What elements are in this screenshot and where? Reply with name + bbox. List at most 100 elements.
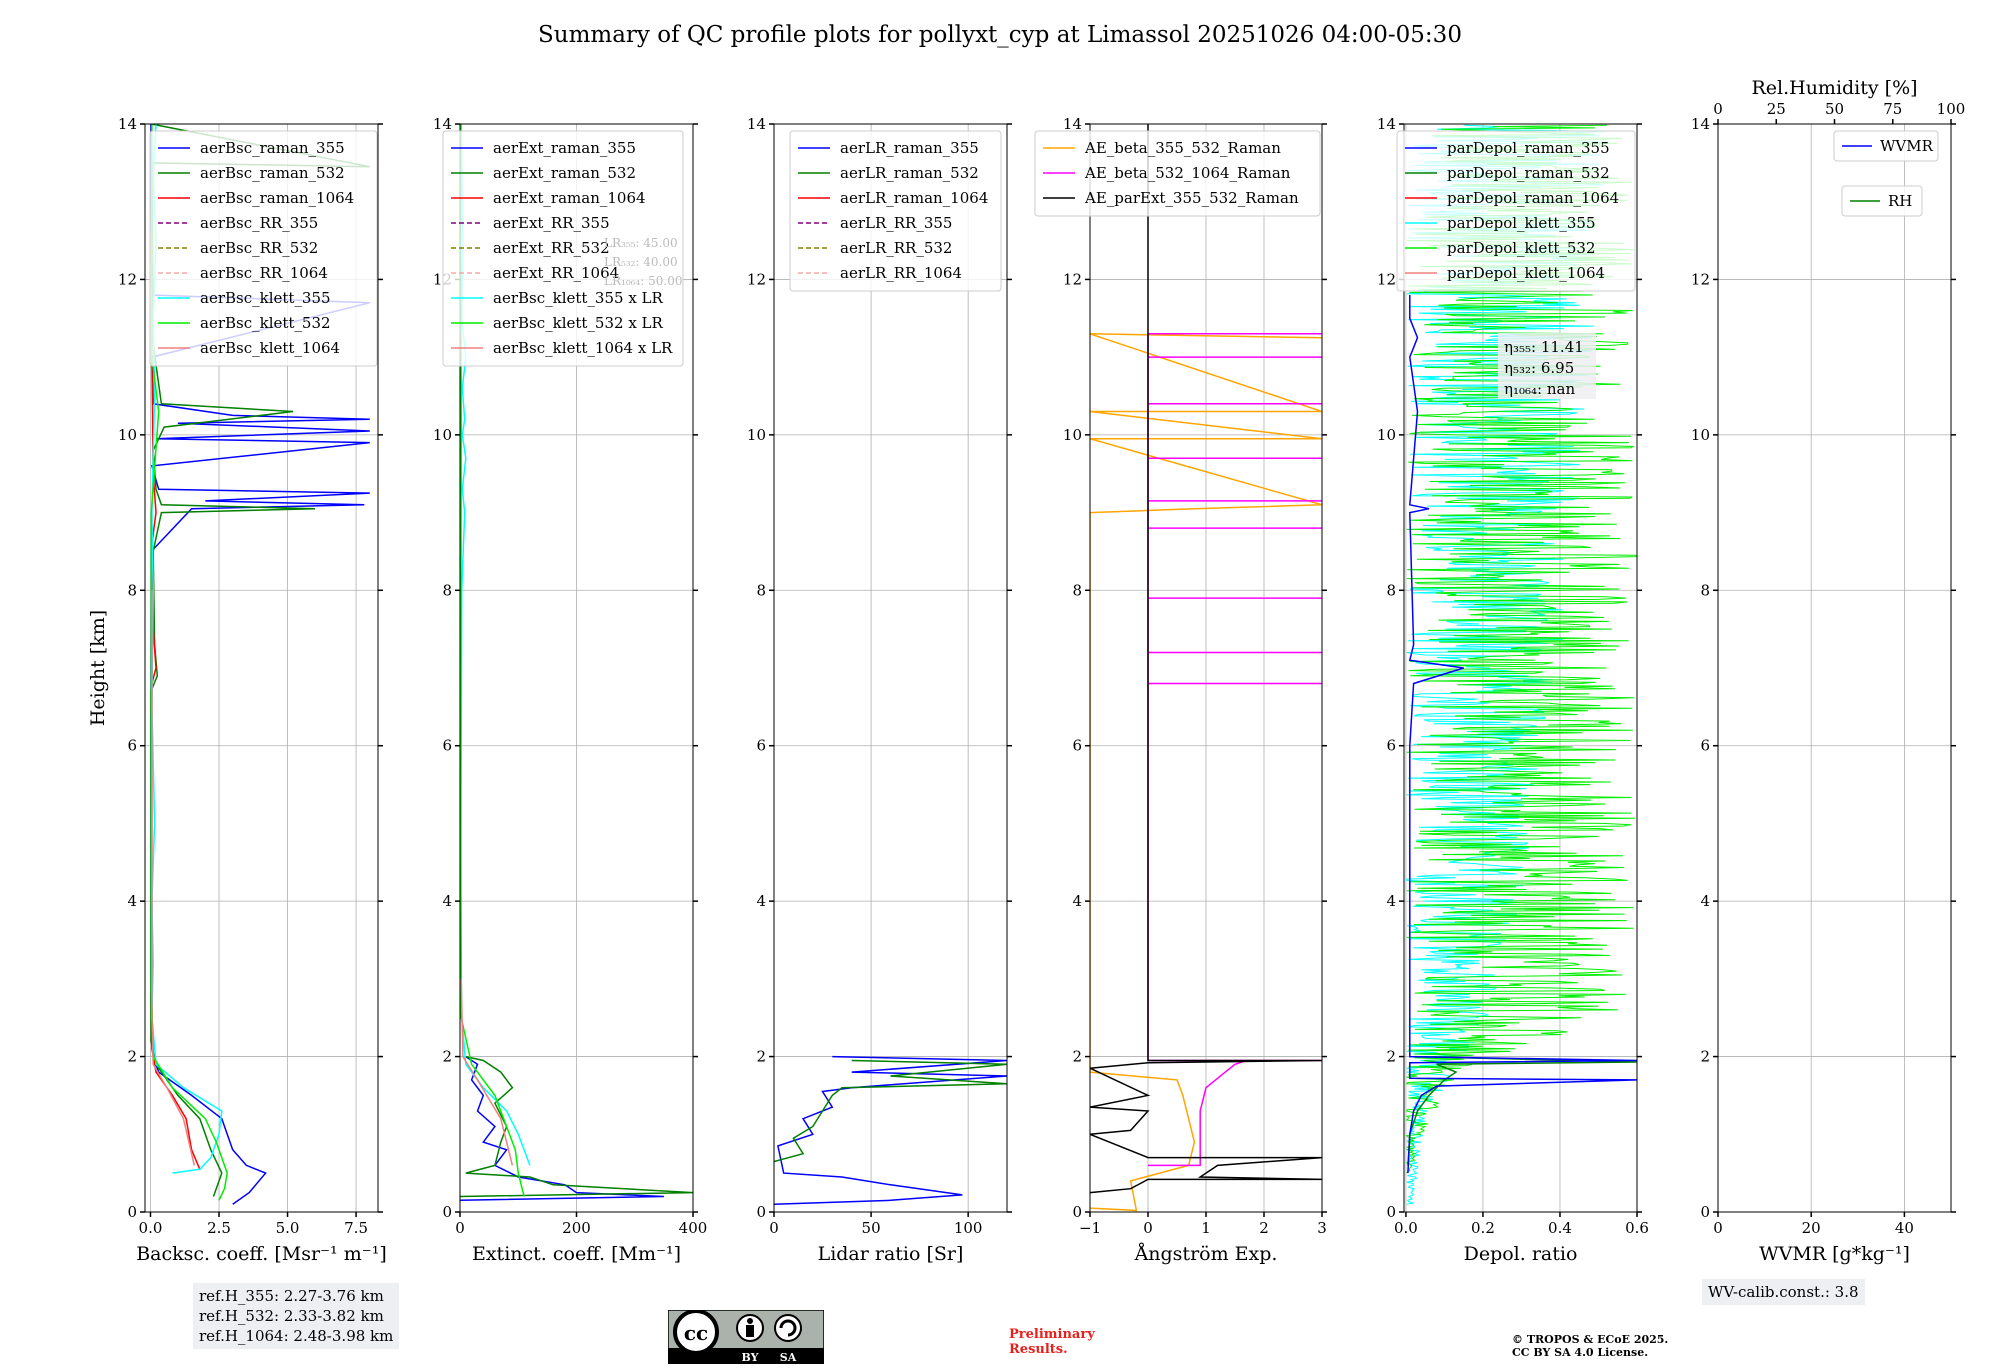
legend-label: AE_parExt_355_532_Raman — [1084, 189, 1299, 207]
ytick-label: 10 — [747, 426, 766, 444]
ytick-label: 4 — [1072, 892, 1082, 910]
ytick-label: 14 — [433, 115, 452, 133]
ytick-label: 8 — [127, 581, 137, 599]
ytick-label: 14 — [1063, 115, 1082, 133]
xtick-label: −1 — [1079, 1219, 1101, 1237]
legend-box — [442, 130, 684, 367]
legend-label: parDepol_klett_355 — [1447, 214, 1596, 232]
xtick-label: 200 — [562, 1219, 591, 1237]
xtick-label: 0.6 — [1625, 1219, 1649, 1237]
legend-label: parDepol_klett_532 — [1447, 239, 1596, 257]
series-line-AE_beta_355_532_Raman — [1090, 333, 1322, 1212]
top-xtick-label: 25 — [1767, 100, 1786, 118]
ytick-label: 8 — [1700, 581, 1710, 599]
legend-label: aerBsc_raman_1064 — [200, 189, 354, 207]
ytick-label: 12 — [747, 270, 766, 288]
legend-label: parDepol_raman_355 — [1447, 139, 1610, 157]
ytick-label: 8 — [1386, 581, 1396, 599]
legend-label: WVMR — [1880, 137, 1934, 155]
legend-label: aerBsc_klett_1064 x LR — [493, 339, 673, 357]
legend-label: aerLR_raman_1064 — [840, 189, 988, 207]
legend-label: aerExt_raman_1064 — [493, 189, 646, 207]
legend-label: aerLR_raman_532 — [840, 164, 979, 182]
legend-label: aerExt_RR_1064 — [493, 264, 619, 282]
ytick-label: 2 — [1700, 1048, 1710, 1066]
cc-by-sa-icon: cc BY SA — [667, 1309, 825, 1365]
legend-label: aerExt_RR_532 — [493, 239, 610, 257]
ytick-label: 6 — [756, 737, 766, 755]
legend-label: aerLR_RR_355 — [840, 214, 952, 232]
legend-label: aerBsc_klett_532 x LR — [493, 314, 664, 332]
ytick-label: 10 — [433, 426, 452, 444]
x-axis-label: Extinct. coeff. [Mm⁻¹] — [472, 1243, 681, 1265]
ytick-label: 14 — [1691, 115, 1710, 133]
ytick-label: 4 — [756, 892, 766, 910]
eta-annotation: η₁₀₆₄: nan — [1504, 380, 1575, 398]
cc-by-label: BY — [742, 1351, 759, 1364]
ytick-label: 8 — [442, 581, 452, 599]
xtick-label: 2 — [1259, 1219, 1269, 1237]
series-line-aerExt_raman_355 — [460, 1055, 664, 1202]
ytick-label: 4 — [1700, 892, 1710, 910]
ytick-label: 0 — [1386, 1203, 1396, 1221]
preliminary-results-note: Preliminary Results. — [1009, 1327, 1095, 1357]
series-line-aerBsc_klett_532 — [150, 124, 228, 1201]
xtick-label: 20 — [1802, 1219, 1821, 1237]
xtick-label: 0.0 — [1394, 1219, 1418, 1237]
x-axis-label: Ångström Exp. — [1134, 1243, 1278, 1265]
lr-annotation: LR₃₅₅: 45.00 — [604, 236, 678, 250]
top-x-axis-label: Rel.Humidity [%] — [1751, 77, 1917, 99]
ytick-label: 0 — [756, 1203, 766, 1221]
top-xtick-label: 0 — [1713, 100, 1723, 118]
series-line-aerBsc_raman_1064 — [151, 240, 201, 1170]
series-group — [1090, 124, 1322, 1212]
legend-label: aerBsc_klett_532 — [200, 314, 331, 332]
legend-label: aerBsc_raman_355 — [200, 139, 345, 157]
legend-label: aerExt_raman_355 — [493, 139, 636, 157]
series-line-aerBsc_klett_532 x LR — [460, 124, 525, 1197]
xtick-label: 1 — [1201, 1219, 1211, 1237]
eta-annotation: η₅₃₂: 6.95 — [1504, 359, 1574, 377]
axes-frame — [773, 123, 1008, 1213]
legend-label: aerBsc_RR_355 — [200, 214, 318, 232]
legend-label: parDepol_raman_532 — [1447, 164, 1610, 182]
eta-annotation-box — [1498, 333, 1596, 399]
ytick-label: 12 — [1063, 270, 1082, 288]
ytick-label: 4 — [1386, 892, 1396, 910]
ytick-label: 14 — [1377, 115, 1396, 133]
ytick-label: 2 — [442, 1048, 452, 1066]
ytick-label: 6 — [1072, 737, 1082, 755]
xtick-label: 0.0 — [139, 1219, 163, 1237]
series-line-aerBsc_klett_1064 — [151, 590, 196, 1166]
ytick-label: 0 — [442, 1203, 452, 1221]
xtick-label: 5.0 — [276, 1219, 300, 1237]
xtick-label: 3 — [1317, 1219, 1327, 1237]
legend-box — [1841, 185, 1923, 217]
ref-height-1064: ref.H_1064: 2.48-3.98 km — [199, 1327, 394, 1345]
series-line-aerLR_raman_355 — [774, 1055, 1007, 1205]
legend-box — [1034, 130, 1321, 217]
axes-frame — [144, 123, 379, 1213]
x-axis-label: WVMR [g*kg⁻¹] — [1759, 1243, 1910, 1265]
preliminary-line-2: Results. — [1009, 1342, 1068, 1357]
top-xtick-label: 100 — [1937, 100, 1966, 118]
legend-label: RH — [1888, 192, 1912, 210]
ytick-label: 6 — [1700, 737, 1710, 755]
legend-label: aerBsc_RR_1064 — [200, 264, 328, 282]
ytick-label: 10 — [1063, 426, 1082, 444]
wv-calibration-constant: WV-calib.const.: 3.8 — [1708, 1283, 1859, 1301]
legend-label: aerLR_RR_532 — [840, 239, 952, 257]
series-group — [1405, 124, 1637, 1205]
ytick-label: 12 — [118, 270, 137, 288]
legend-label: parDepol_raman_1064 — [1447, 189, 1619, 207]
xtick-label: 0 — [1713, 1219, 1723, 1237]
legend-label: aerBsc_klett_355 — [200, 289, 331, 307]
lr-annotation: LR₁₀₆₄: 50.00 — [604, 274, 682, 288]
axes-frame — [1717, 123, 1952, 1213]
axes-frame — [1403, 123, 1638, 1213]
ytick-label: 6 — [127, 737, 137, 755]
xtick-label: 0.2 — [1471, 1219, 1495, 1237]
xtick-label: 400 — [679, 1219, 708, 1237]
